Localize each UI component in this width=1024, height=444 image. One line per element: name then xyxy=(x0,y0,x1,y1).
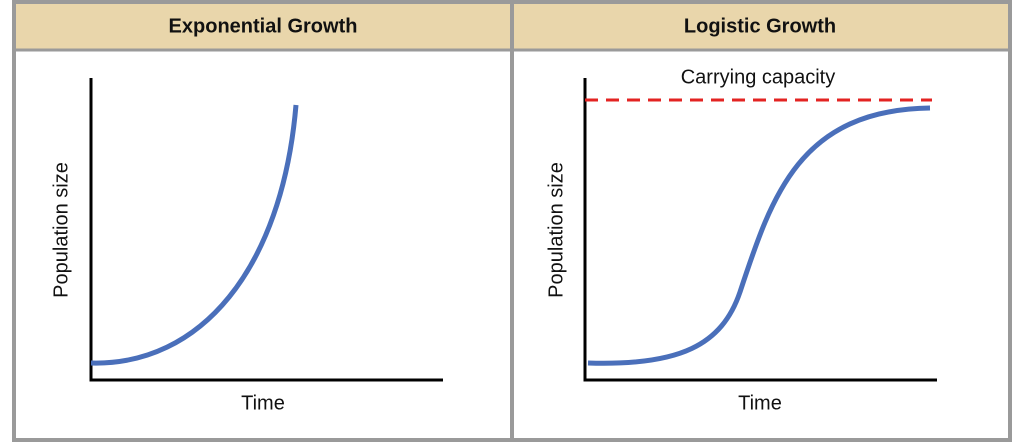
panel-title: Logistic Growth xyxy=(684,15,836,37)
panel-title: Exponential Growth xyxy=(169,15,358,37)
annotation: Carrying capacity xyxy=(681,66,836,88)
axes xyxy=(89,78,443,382)
y-axis-label: Population size xyxy=(50,162,72,298)
axes xyxy=(583,78,937,382)
y-axis-label: Population size xyxy=(545,162,567,298)
x-axis-label: Time xyxy=(738,392,782,414)
x-axis-label: Time xyxy=(241,392,285,414)
exponential-curve xyxy=(90,104,299,366)
logistic-curve xyxy=(587,105,931,366)
